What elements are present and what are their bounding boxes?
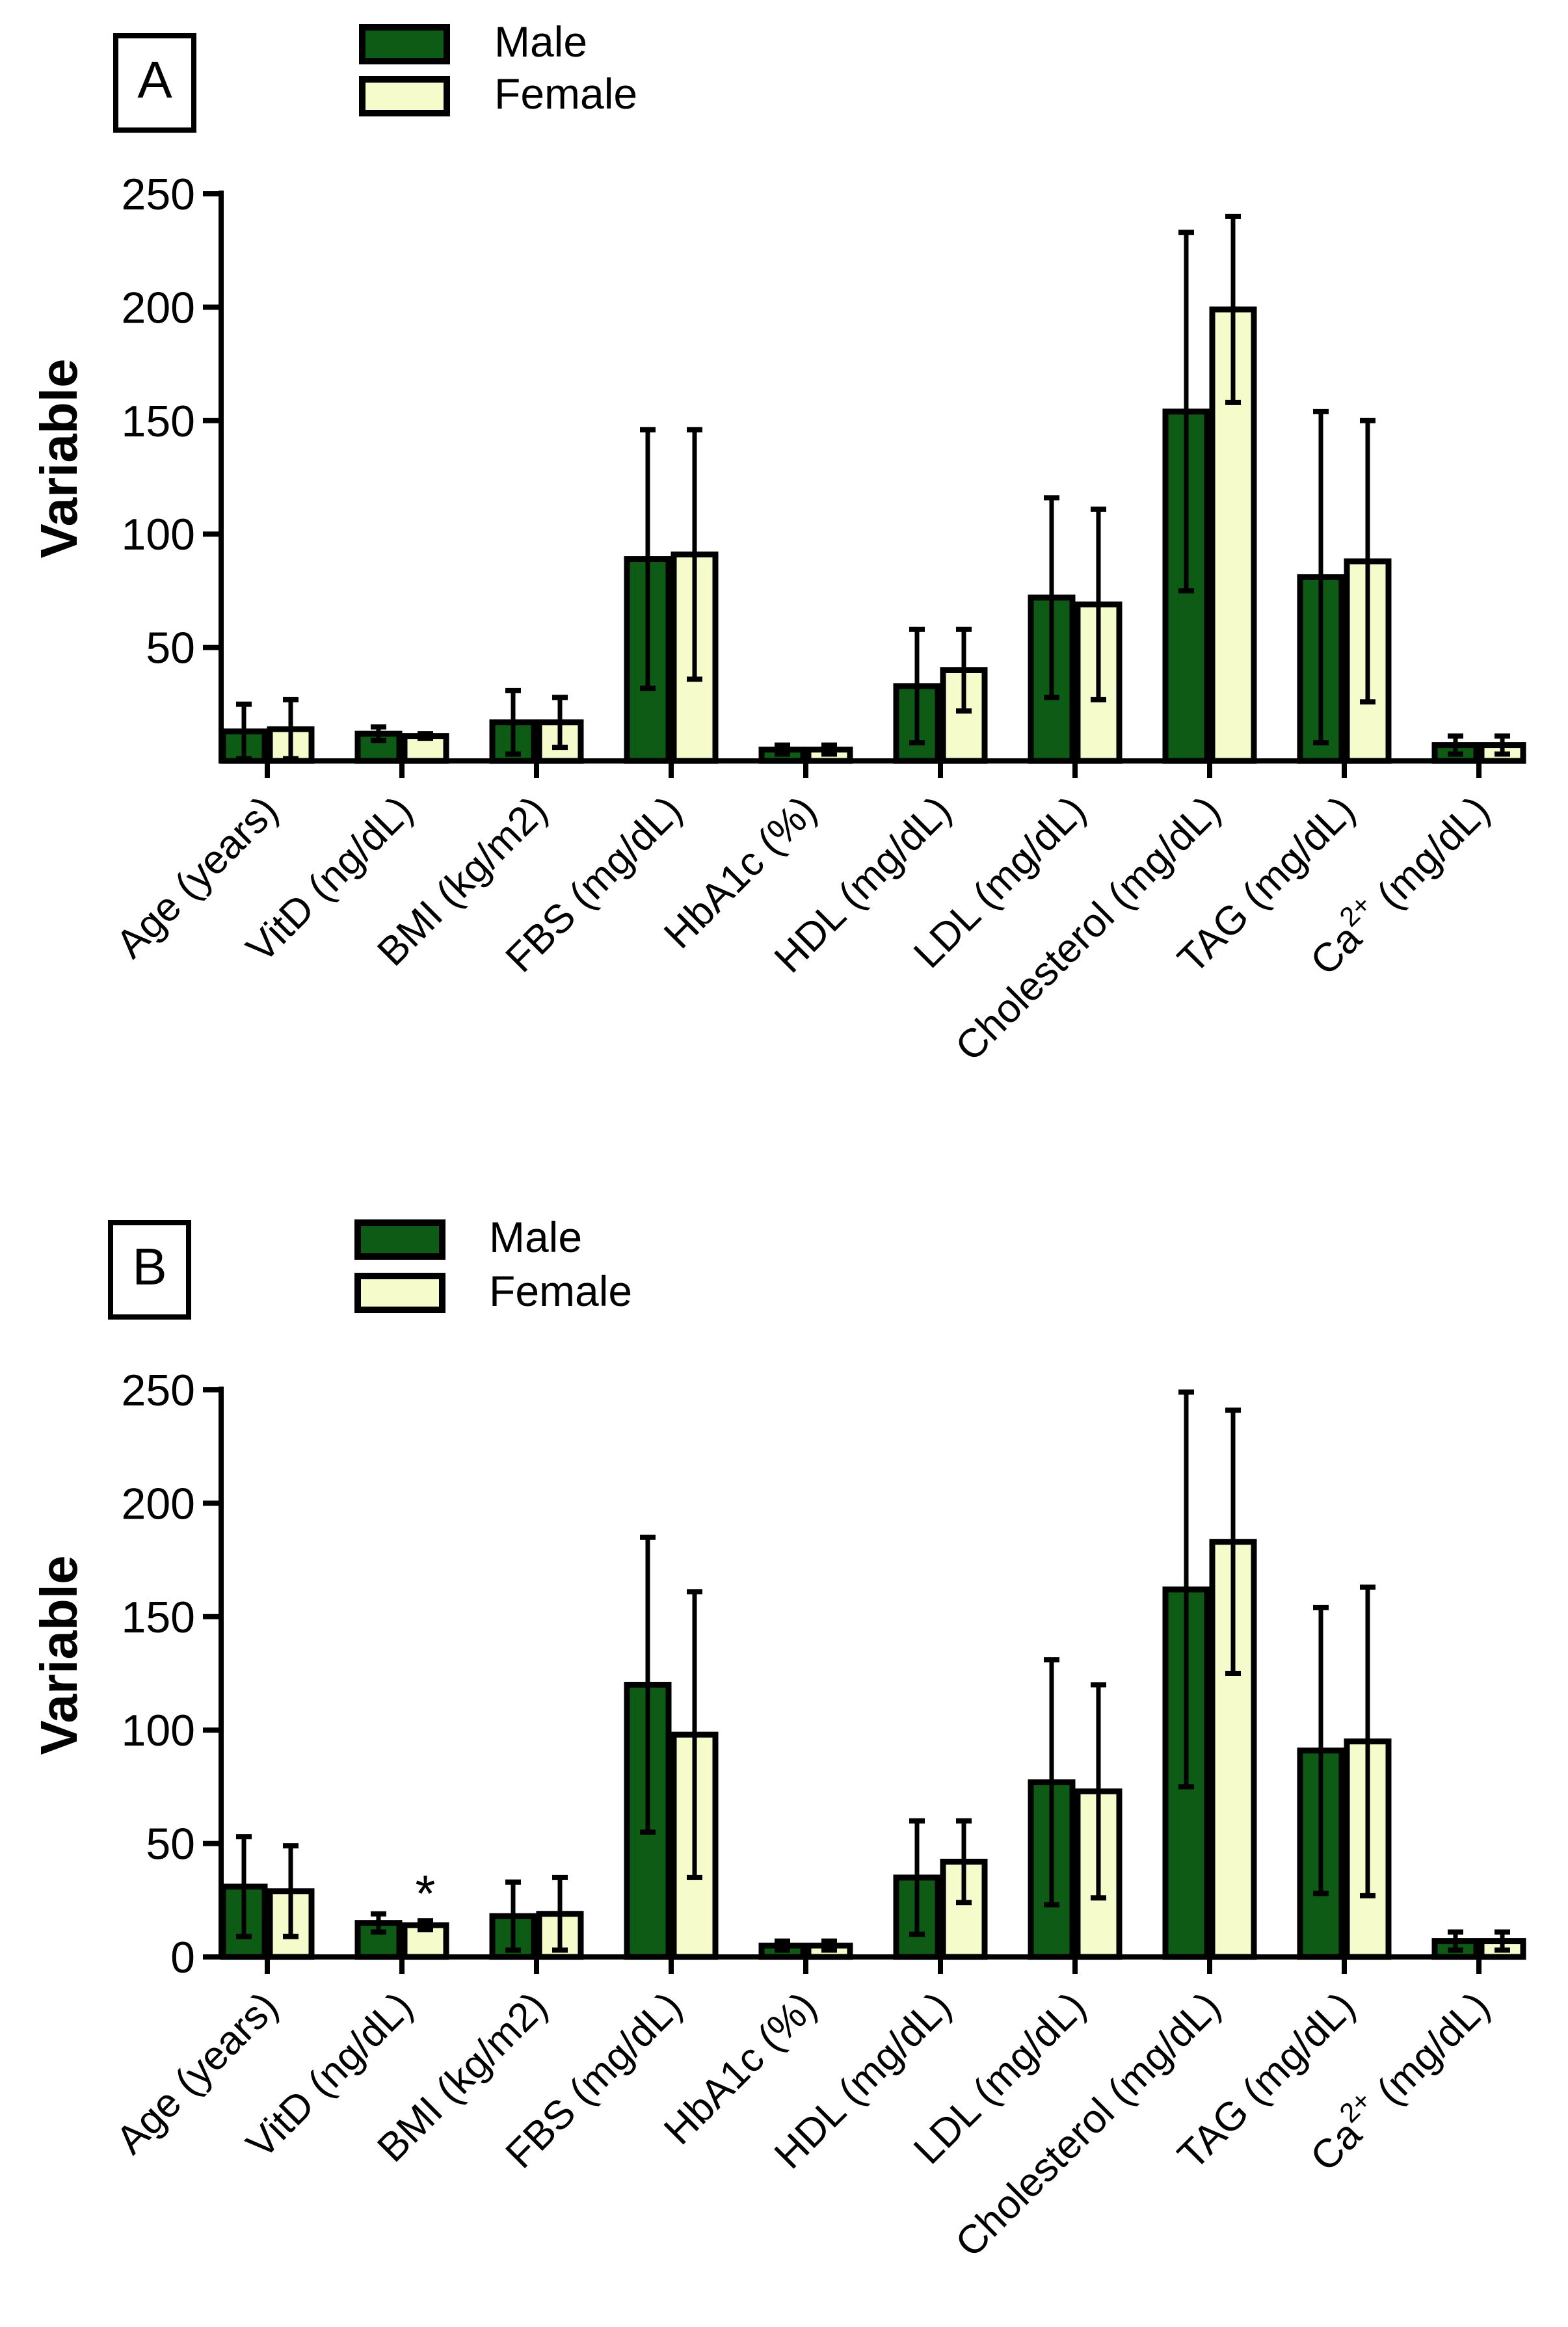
legend-label-male: Male — [489, 1213, 582, 1261]
y-tick-label: 250 — [122, 1366, 195, 1415]
panel-label-box — [108, 1220, 191, 1320]
y-tick-label: 250 — [122, 170, 195, 219]
panel-label: A — [137, 51, 172, 109]
legend-swatch-female — [359, 76, 450, 116]
y-tick-label: 150 — [122, 397, 195, 446]
y-tick-label: 100 — [122, 510, 195, 559]
y-tick-label: 0 — [170, 1933, 195, 1982]
bars: * — [220, 1389, 1526, 1960]
y-axis-ticks: 0 50 100 150 200 250 — [122, 1366, 221, 1982]
y-tick-label: 200 — [122, 283, 195, 332]
legend-swatch-male — [354, 1219, 445, 1260]
axes — [219, 1387, 1526, 1960]
legend-swatch-female — [354, 1273, 445, 1313]
significance-marker: * — [415, 1865, 435, 1922]
y-tick-label: 100 — [122, 1706, 195, 1755]
legend-label-female: Female — [489, 1267, 632, 1315]
y-tick-label: 200 — [122, 1479, 195, 1528]
y-tick-label: 50 — [146, 1820, 195, 1869]
legend-label-male: Male — [494, 18, 587, 66]
axes — [219, 191, 1526, 764]
legend: Male Female — [354, 1213, 632, 1315]
legend-swatch-male — [359, 24, 450, 64]
y-axis-title: Variable — [30, 359, 88, 559]
y-axis-ticks: 50 100 150 200 250 — [122, 170, 221, 673]
panel-label: B — [132, 1238, 166, 1296]
legend-label-female: Female — [494, 70, 637, 118]
y-tick-label: 150 — [122, 1593, 195, 1642]
panel-label-box — [113, 33, 196, 133]
y-axis-title: Variable — [30, 1556, 88, 1755]
legend: Male Female — [359, 18, 637, 118]
bars — [220, 213, 1526, 764]
y-tick-label: 50 — [146, 624, 195, 673]
